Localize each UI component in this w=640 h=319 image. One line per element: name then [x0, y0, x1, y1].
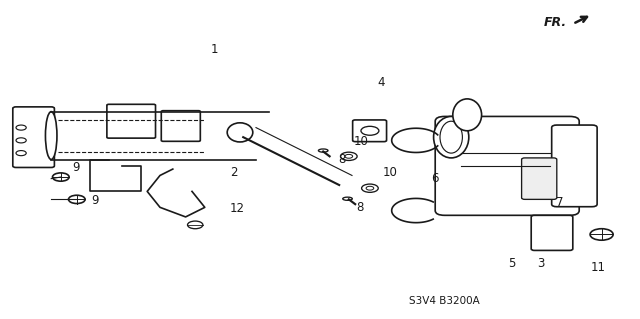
Text: 4: 4: [377, 77, 385, 89]
Circle shape: [366, 186, 374, 190]
Ellipse shape: [343, 197, 353, 200]
Circle shape: [16, 138, 26, 143]
Text: 8: 8: [339, 153, 346, 166]
Circle shape: [68, 195, 85, 204]
Ellipse shape: [440, 121, 462, 153]
Text: 7: 7: [556, 196, 564, 209]
Ellipse shape: [434, 116, 468, 158]
Text: 1: 1: [211, 43, 218, 56]
Ellipse shape: [227, 123, 253, 142]
Ellipse shape: [319, 149, 328, 152]
Text: 8: 8: [356, 201, 364, 214]
Text: 9: 9: [91, 195, 99, 207]
FancyBboxPatch shape: [13, 107, 54, 167]
Circle shape: [340, 152, 357, 160]
Text: 10: 10: [354, 136, 369, 148]
FancyBboxPatch shape: [161, 111, 200, 141]
Text: FR.: FR.: [543, 16, 566, 29]
FancyBboxPatch shape: [531, 215, 573, 250]
Circle shape: [16, 151, 26, 156]
Text: 9: 9: [72, 161, 79, 174]
FancyBboxPatch shape: [353, 120, 387, 142]
Text: 2: 2: [230, 166, 237, 179]
Text: 10: 10: [383, 166, 398, 179]
Ellipse shape: [45, 112, 57, 160]
Text: 5: 5: [508, 257, 516, 270]
FancyBboxPatch shape: [107, 104, 156, 138]
Circle shape: [52, 173, 69, 181]
Circle shape: [188, 221, 203, 229]
Text: 11: 11: [591, 262, 606, 274]
Circle shape: [345, 154, 353, 158]
Text: 6: 6: [431, 172, 439, 185]
Text: 12: 12: [229, 203, 244, 215]
Ellipse shape: [453, 99, 481, 131]
Circle shape: [16, 125, 26, 130]
Circle shape: [361, 126, 379, 135]
Text: 3: 3: [537, 257, 545, 270]
Text: S3V4 B3200A: S3V4 B3200A: [410, 296, 480, 307]
FancyBboxPatch shape: [552, 125, 597, 207]
Circle shape: [590, 229, 613, 240]
FancyBboxPatch shape: [522, 158, 557, 199]
FancyBboxPatch shape: [435, 116, 579, 215]
Circle shape: [362, 184, 378, 192]
